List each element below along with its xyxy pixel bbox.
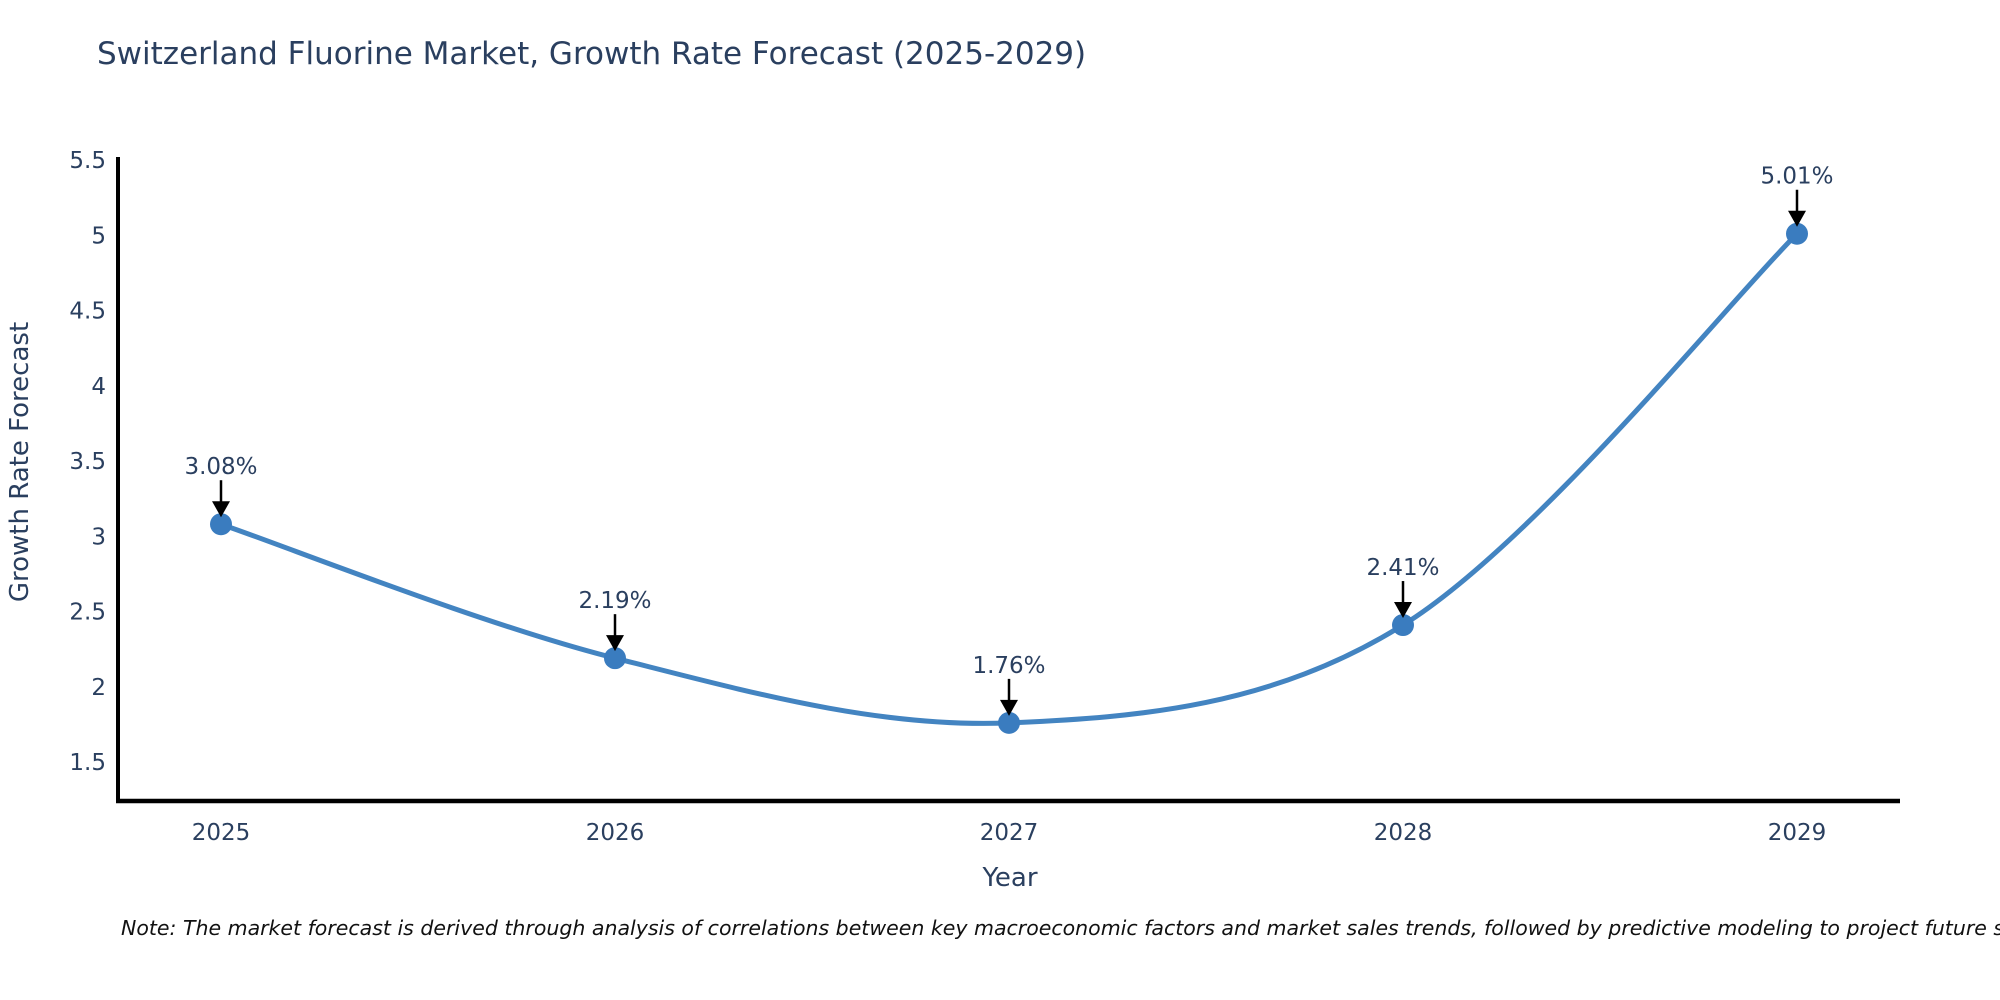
y-tick-label: 2 bbox=[91, 675, 106, 701]
point-value-label: 2.41% bbox=[1366, 555, 1439, 581]
data-points bbox=[210, 222, 1808, 734]
annotation-arrowhead-icon bbox=[212, 501, 230, 518]
y-tick-label: 3 bbox=[91, 524, 106, 550]
data-point-marker bbox=[210, 513, 232, 536]
y-tick-label: 2.5 bbox=[69, 600, 106, 626]
y-axis-title: Growth Rate Forecast bbox=[5, 322, 35, 602]
point-value-label: 5.01% bbox=[1760, 164, 1833, 190]
point-value-label: 1.76% bbox=[972, 653, 1045, 679]
data-point-marker bbox=[1786, 222, 1808, 245]
y-tick-label: 4.5 bbox=[69, 299, 106, 325]
point-annotations: 3.08% 2.19% 1.76% 2.41% 5.01% bbox=[184, 164, 1834, 716]
x-tick-label: 2026 bbox=[586, 820, 645, 846]
y-tick-label: 1.5 bbox=[69, 750, 106, 776]
x-tick-label: 2025 bbox=[192, 820, 251, 846]
y-tick-label: 4 bbox=[91, 374, 106, 400]
data-point-marker bbox=[998, 711, 1020, 734]
annotation-arrowhead-icon bbox=[606, 635, 624, 652]
point-value-label: 2.19% bbox=[578, 588, 651, 614]
point-value-label: 3.08% bbox=[184, 454, 257, 480]
y-tick-label: 3.5 bbox=[69, 449, 106, 475]
data-point-marker bbox=[604, 647, 626, 670]
y-tick-label: 5.5 bbox=[69, 148, 106, 174]
annotation-arrowhead-icon bbox=[1394, 602, 1412, 619]
chart-title: Switzerland Fluorine Market, Growth Rate… bbox=[97, 36, 1087, 72]
data-point-marker bbox=[1392, 614, 1414, 637]
footnote: Note: The market forecast is derived thr… bbox=[121, 916, 2000, 940]
trace-line bbox=[218, 231, 1800, 726]
x-tick-label: 2029 bbox=[1768, 820, 1827, 846]
annotation-arrowhead-icon bbox=[1000, 699, 1018, 716]
y-tick-labels: 5.5 5 4.5 4 3.5 3 2.5 2 1.5 bbox=[69, 148, 106, 776]
x-tick-label: 2027 bbox=[980, 820, 1039, 846]
annotation-arrowhead-icon bbox=[1788, 210, 1806, 227]
x-tick-labels: 2025 2026 2027 2028 2029 bbox=[192, 820, 1827, 846]
x-tick-label: 2028 bbox=[1374, 820, 1433, 846]
y-tick-label: 5 bbox=[91, 223, 106, 249]
x-axis-title: Year bbox=[981, 863, 1037, 893]
